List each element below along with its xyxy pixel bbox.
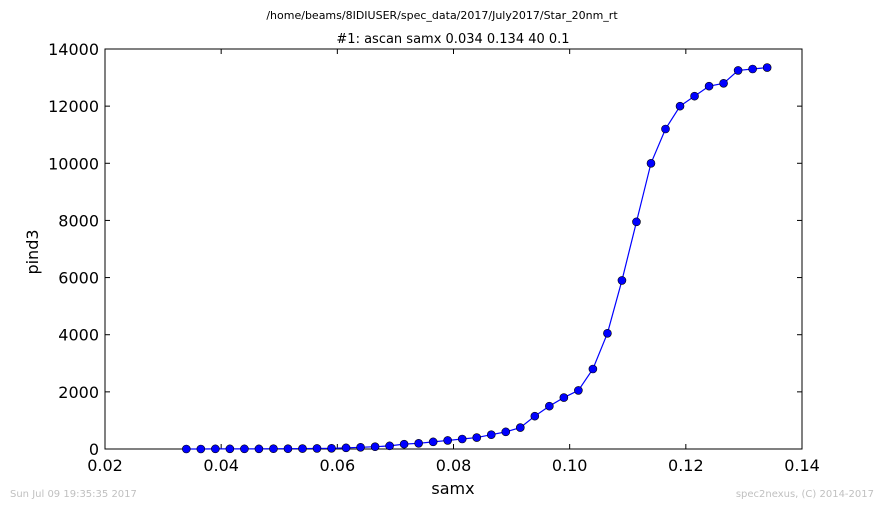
data-point [472,433,482,442]
data-point [225,444,235,454]
x-tick-label: 0.04 [203,456,239,475]
data-point [298,444,307,453]
chart-suptitle: /home/beams/8IDIUSER/spec_data/2017/July… [266,9,618,22]
data-point [327,443,336,453]
x-tick-label: 0.12 [668,456,704,475]
data-point [762,63,772,72]
data-point [486,430,496,440]
data-point [196,444,206,454]
x-tick-label: 0.10 [552,456,588,475]
y-axis-label: pind3 [23,229,42,274]
data-point [443,436,452,445]
data-point [501,427,511,437]
x-tick-label: 0.06 [320,456,356,475]
data-point [399,439,409,449]
x-tick-label: 0.02 [87,456,123,475]
y-tick-label: 14000 [48,40,99,59]
data-point [646,158,656,168]
data-point [588,364,598,374]
data-point [356,442,365,452]
data-point [675,101,685,111]
x-axis-label: samx [431,479,474,498]
axis-ticks: 0.02 0.04 0.06 0.08 0.10 0.12 0.14 0 2000 4000 600… [48,40,820,475]
data-point [428,437,438,447]
data-point [574,386,583,395]
data-point [457,434,467,444]
data-point [603,328,612,338]
data-point [530,411,540,421]
y-tick-label: 8000 [58,211,99,230]
x-tick-label: 0.08 [436,456,472,475]
data-point [733,66,743,75]
x-tick-label: 0.14 [784,456,820,475]
data-point [254,444,264,454]
y-tick-label: 12000 [48,97,99,116]
y-tick-label: 10000 [48,154,99,173]
data-point [240,444,249,454]
plot-area [104,48,803,450]
data-point [719,78,728,88]
data-point [632,217,641,227]
y-tick-label: 6000 [58,269,99,288]
data-point [704,81,714,91]
data-point [690,91,699,101]
data-point [559,393,569,402]
series-line [186,66,768,450]
data-point [617,276,627,285]
data-point [182,444,191,454]
data-point [269,444,278,454]
data-point [341,443,351,453]
data-point [312,444,322,453]
footer-timestamp: Sun Jul 09 19:35:35 2017 [10,489,137,500]
data-point [545,401,554,411]
data-point [748,64,757,74]
chart-title: #1: ascan samx 0.034 0.134 40 0.1 [336,32,569,47]
footer-credit: spec2nexus, (C) 2014-2017 [735,489,874,500]
data-point [370,442,380,452]
data-point [385,441,394,451]
data-point [661,124,670,134]
data-point [414,438,423,448]
data-point [283,444,293,454]
series-group [182,63,772,454]
y-tick-label: 0 [89,440,99,459]
y-tick-label: 2000 [58,383,99,402]
data-point [515,423,525,432]
y-tick-label: 4000 [58,326,99,345]
data-point [211,444,220,454]
